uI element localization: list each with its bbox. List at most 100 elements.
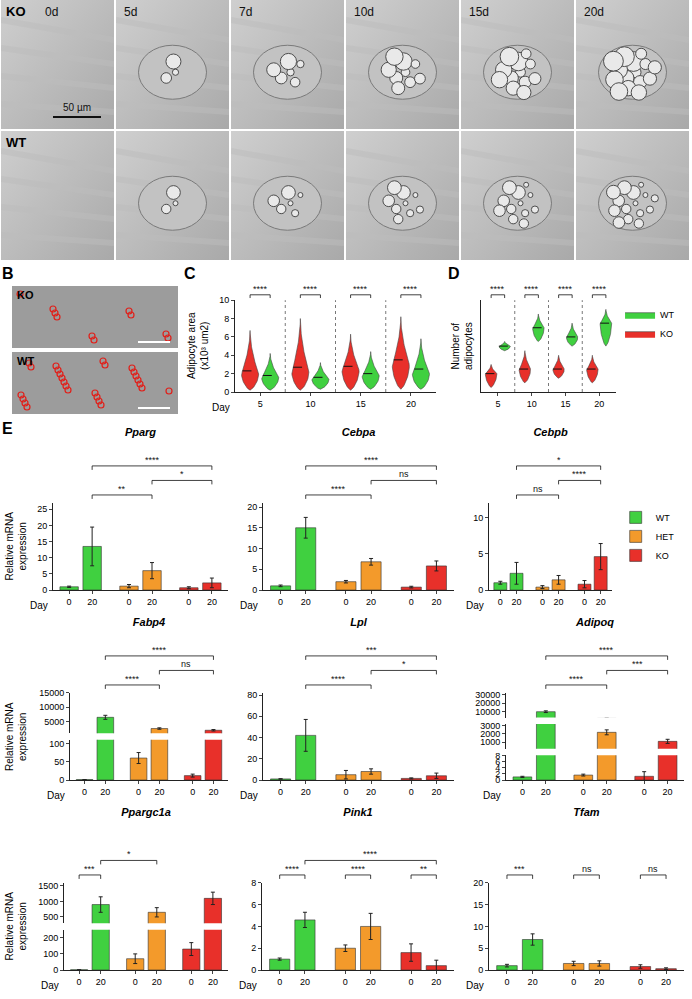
svg-text:Day: Day	[47, 790, 65, 801]
svg-text:6: 6	[224, 332, 229, 342]
svg-text:0: 0	[67, 597, 72, 607]
svg-text:WT: WT	[6, 135, 26, 150]
svg-text:0: 0	[77, 977, 82, 987]
svg-text:0: 0	[409, 977, 414, 987]
svg-text:*: *	[402, 659, 406, 669]
svg-text:****: ****	[364, 455, 379, 465]
svg-text:****: ****	[599, 645, 614, 655]
svg-text:4: 4	[495, 763, 500, 773]
svg-text:5: 5	[258, 399, 263, 409]
svg-text:Lpl: Lpl	[350, 616, 367, 628]
svg-text:0: 0	[642, 787, 647, 797]
svg-text:0d: 0d	[45, 5, 58, 19]
svg-text:20: 20	[594, 399, 604, 409]
svg-text:100: 100	[49, 739, 64, 749]
svg-text:Day: Day	[239, 980, 257, 991]
svg-text:20: 20	[100, 787, 110, 797]
svg-text:20: 20	[366, 597, 376, 607]
svg-text:4: 4	[251, 922, 256, 932]
svg-text:0: 0	[343, 977, 348, 987]
svg-text:****: ****	[331, 484, 346, 494]
svg-text:Adipoq: Adipoq	[575, 616, 614, 628]
svg-text:***: ***	[632, 659, 643, 669]
svg-text:15: 15	[560, 399, 570, 409]
svg-text:Relative mRNAexpression: Relative mRNAexpression	[4, 512, 28, 581]
svg-text:****: ****	[569, 674, 584, 684]
svg-text:10: 10	[219, 295, 229, 305]
svg-text:0: 0	[498, 597, 503, 607]
svg-text:500: 500	[43, 912, 58, 922]
svg-text:WT: WT	[17, 355, 34, 367]
svg-text:100: 100	[43, 949, 58, 959]
svg-text:15: 15	[247, 523, 257, 533]
svg-text:20: 20	[541, 787, 551, 797]
svg-text:20: 20	[154, 787, 164, 797]
svg-text:****: ****	[490, 284, 505, 294]
svg-text:0: 0	[186, 597, 191, 607]
svg-text:***: ***	[514, 864, 525, 874]
svg-text:60: 60	[247, 711, 257, 721]
svg-text:2: 2	[251, 943, 256, 953]
svg-text:20: 20	[147, 597, 157, 607]
svg-text:Day: Day	[30, 600, 48, 611]
svg-text:0: 0	[190, 787, 195, 797]
svg-text:20: 20	[366, 977, 376, 987]
svg-text:25: 25	[37, 504, 47, 514]
svg-text:ns: ns	[181, 659, 191, 669]
svg-text:Relative mRNAexpression: Relative mRNAexpression	[4, 702, 28, 771]
svg-text:10000: 10000	[475, 707, 500, 717]
svg-text:HET: HET	[656, 532, 675, 542]
svg-text:20: 20	[594, 977, 604, 987]
svg-text:20: 20	[431, 597, 441, 607]
svg-text:20: 20	[512, 597, 522, 607]
svg-text:Ppargc1a: Ppargc1a	[121, 806, 171, 818]
svg-text:0: 0	[571, 977, 576, 987]
svg-text:10: 10	[305, 399, 315, 409]
svg-text:15d: 15d	[469, 5, 489, 19]
svg-text:KO: KO	[17, 289, 34, 301]
svg-text:8: 8	[251, 878, 256, 888]
svg-text:7d: 7d	[239, 5, 252, 19]
svg-text:****: ****	[285, 864, 300, 874]
svg-text:20: 20	[366, 787, 376, 797]
svg-text:**: **	[118, 484, 126, 494]
svg-text:0: 0	[581, 787, 586, 797]
svg-text:10: 10	[473, 922, 483, 932]
svg-text:0: 0	[478, 585, 483, 595]
svg-text:20: 20	[602, 787, 612, 797]
svg-text:ns: ns	[582, 864, 592, 874]
svg-text:Fabp4: Fabp4	[133, 616, 165, 628]
svg-text:2000: 2000	[480, 729, 500, 739]
svg-text:0: 0	[42, 585, 47, 595]
svg-text:20: 20	[596, 597, 606, 607]
svg-text:10: 10	[527, 399, 537, 409]
svg-text:****: ****	[152, 645, 167, 655]
svg-text:****: ****	[303, 284, 318, 294]
svg-text:Cebpb: Cebpb	[533, 426, 568, 438]
svg-text:20: 20	[247, 754, 257, 764]
svg-text:0: 0	[53, 965, 58, 975]
svg-text:40: 40	[247, 733, 257, 743]
svg-text:0: 0	[343, 597, 348, 607]
svg-text:2: 2	[495, 769, 500, 779]
svg-text:ns: ns	[648, 864, 658, 874]
svg-text:0: 0	[343, 787, 348, 797]
svg-text:*: *	[557, 455, 561, 465]
svg-text:*: *	[127, 849, 131, 859]
svg-text:200: 200	[43, 933, 58, 943]
svg-text:Adipocyte area(x10³ um2): Adipocyte area(x10³ um2)	[186, 312, 210, 379]
svg-text:0: 0	[126, 597, 131, 607]
svg-text:****: ****	[145, 455, 160, 465]
svg-text:****: ****	[253, 284, 268, 294]
svg-text:0: 0	[520, 787, 525, 797]
svg-text:Day: Day	[240, 790, 258, 801]
svg-text:0: 0	[189, 977, 194, 987]
svg-text:20: 20	[301, 787, 311, 797]
svg-text:50 µm: 50 µm	[63, 102, 91, 113]
svg-text:20: 20	[661, 977, 671, 987]
svg-text:1000: 1000	[38, 897, 58, 907]
svg-text:**: **	[420, 864, 428, 874]
svg-text:Day: Day	[466, 600, 484, 611]
svg-text:0: 0	[495, 775, 500, 785]
svg-text:10: 10	[37, 553, 47, 563]
